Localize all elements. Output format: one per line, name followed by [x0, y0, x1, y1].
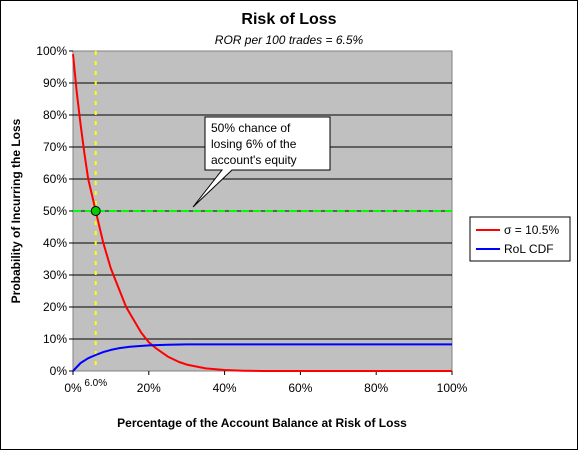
- y-tick-label: 90%: [43, 76, 67, 90]
- y-tick-label: 10%: [43, 332, 67, 346]
- x-tick-label: 20%: [137, 381, 161, 395]
- y-tick-labels: 0% 10% 20% 30% 40% 50% 60% 70% 80% 90% 100%: [36, 44, 67, 378]
- series-line-1: [72, 343, 452, 372]
- x-tick-label: 100%: [437, 381, 468, 395]
- legend-label-sigma: σ = 10.5%: [504, 223, 559, 237]
- series-lines: [72, 54, 452, 372]
- x-tick-label: 60%: [288, 381, 312, 395]
- y-tick-label: 40%: [43, 236, 67, 250]
- legend-label-rol-cdf: RoL CDF: [504, 242, 554, 256]
- gridlines: [69, 50, 453, 375]
- legend: σ = 10.5% RoL CDF: [469, 216, 571, 262]
- chart-subtitle: ROR per 100 trades = 6.5%: [215, 33, 364, 47]
- chart-title: Risk of Loss: [241, 11, 336, 28]
- x-tick-label: 40%: [213, 381, 237, 395]
- highlight-point: [90, 206, 101, 216]
- series-line-0: [72, 54, 452, 372]
- y-tick-label: 20%: [43, 300, 67, 314]
- vertical-marker-label: 6.0%: [84, 378, 107, 389]
- y-axis-title: Probability of Incurring the Loss: [9, 118, 23, 303]
- y-tick-label: 80%: [43, 108, 67, 122]
- callout-annotation: 50% chance of losing 6% of the account's…: [192, 116, 331, 208]
- x-tick-labels: 0% 20% 40% 60% 80% 100%: [64, 381, 467, 395]
- highlight-group: [90, 206, 101, 216]
- callout-bubble: [192, 116, 331, 208]
- callout-line-2: losing 6% of the: [211, 137, 297, 151]
- callout-line-3: account's equity: [211, 153, 297, 167]
- y-tick-label: 50%: [43, 204, 67, 218]
- y-tick-label: 70%: [43, 140, 67, 154]
- x-tick-label: 0%: [64, 381, 82, 395]
- y-tick-label: 60%: [43, 172, 67, 186]
- legend-box: [469, 216, 571, 262]
- y-tick-label: 30%: [43, 268, 67, 282]
- y-tick-label: 100%: [36, 44, 67, 58]
- x-tick-label: 80%: [364, 381, 388, 395]
- callout-line-1: 50% chance of: [211, 121, 291, 135]
- x-axis-title: Percentage of the Account Balance at Ris…: [117, 416, 407, 430]
- y-tick-label: 0%: [50, 364, 68, 378]
